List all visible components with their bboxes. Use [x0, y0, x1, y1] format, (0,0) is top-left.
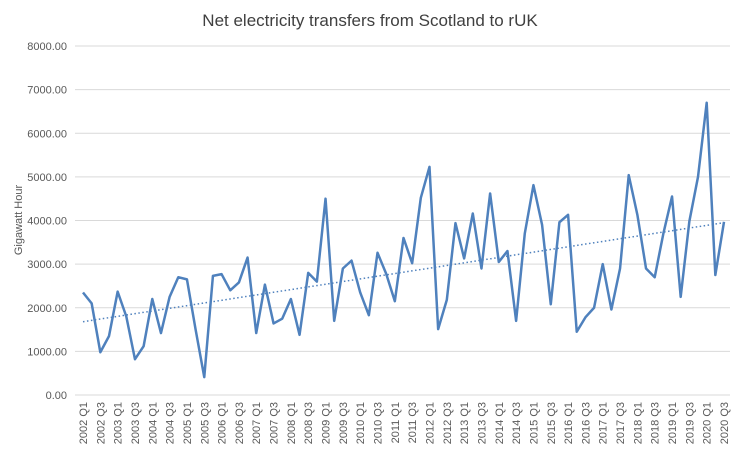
x-tick-label: 2003 Q1: [113, 402, 125, 444]
x-tick-label: 2019 Q1: [667, 402, 679, 444]
x-tick-label: 2020 Q3: [719, 402, 731, 444]
x-tick-label: 2011 Q3: [407, 402, 419, 443]
x-tick-label: 2005 Q3: [199, 402, 211, 444]
y-tick-label: 7000.00: [27, 85, 67, 97]
x-tick-label: 2013 Q1: [459, 402, 471, 444]
y-tick-label: 2000.00: [27, 303, 67, 315]
x-tick-label: 2007 Q3: [269, 402, 281, 444]
y-tick-label: 6000.00: [27, 128, 67, 140]
x-tick-label: 2014 Q3: [511, 402, 523, 444]
x-tick-label: 2005 Q1: [182, 402, 194, 444]
y-axis-label: Gigawatt Hour: [13, 185, 25, 256]
x-tick-label: 2002 Q3: [95, 402, 107, 444]
x-tick-label: 2016 Q1: [563, 402, 575, 444]
x-tick-label: 2006 Q1: [217, 402, 229, 444]
x-tick-label: 2008 Q1: [286, 402, 298, 444]
x-tick-label: 2015 Q1: [528, 402, 540, 444]
y-tick-label: 8000.00: [27, 41, 67, 53]
x-tick-label: 2018 Q3: [650, 402, 662, 444]
x-tick-label: 2015 Q3: [546, 402, 558, 444]
x-tick-label: 2011 Q1: [390, 402, 402, 443]
x-tick-label: 2008 Q3: [303, 402, 315, 444]
x-tick-label: 2016 Q3: [580, 402, 592, 444]
x-tick-label: 2017 Q3: [615, 402, 627, 444]
trend-line: [82, 221, 725, 323]
x-tick-label: 2004 Q1: [147, 402, 159, 444]
y-tick-label: 0.00: [46, 390, 67, 402]
x-tick-label: 2009 Q3: [338, 402, 350, 444]
x-tick-label: 2013 Q3: [476, 402, 488, 444]
x-tick-label: 2002 Q1: [78, 402, 90, 444]
y-tick-label: 5000.00: [27, 172, 67, 184]
data-line: [82, 101, 726, 379]
x-tick-label: 2010 Q3: [373, 402, 385, 444]
y-tick-label: 1000.00: [27, 346, 67, 358]
y-tick-label: 3000.00: [27, 259, 67, 271]
x-tick-label: 2020 Q1: [702, 402, 714, 444]
x-tick-label: 2009 Q1: [321, 402, 333, 444]
x-tick-label: 2004 Q3: [165, 402, 177, 444]
y-tick-label: 4000.00: [27, 216, 67, 228]
x-tick-label: 2010 Q1: [355, 402, 367, 444]
x-tick-label: 2019 Q3: [684, 402, 696, 444]
x-tick-label: 2003 Q3: [130, 402, 142, 444]
x-tick-label: 2007 Q1: [251, 402, 263, 444]
x-tick-label: 2018 Q1: [632, 402, 644, 444]
x-tick-label: 2012 Q3: [442, 402, 454, 444]
x-tick-label: 2006 Q3: [234, 402, 246, 444]
chart-title: Net electricity transfers from Scotland …: [202, 11, 538, 30]
x-tick-label: 2012 Q1: [424, 402, 436, 444]
x-tick-label: 2014 Q1: [494, 402, 506, 444]
x-tick-label: 2017 Q1: [598, 402, 610, 444]
